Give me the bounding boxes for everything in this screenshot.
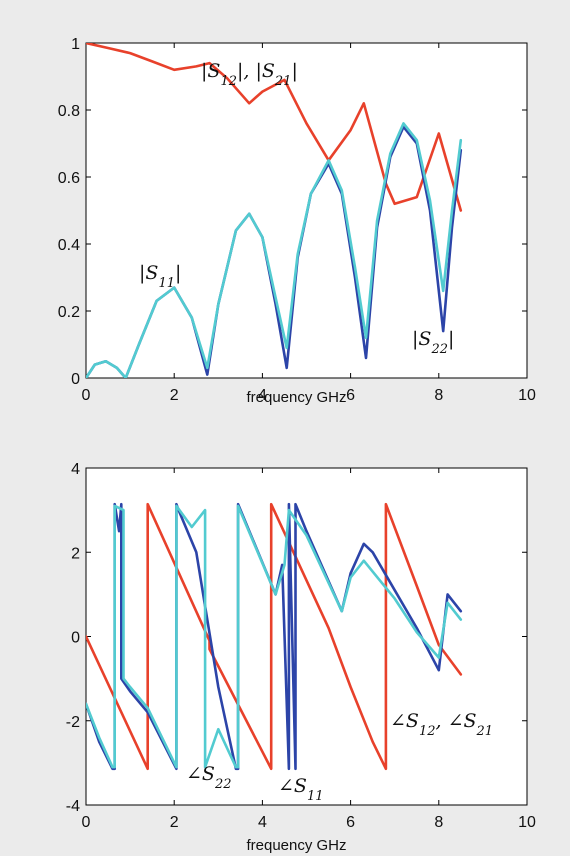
x-tick-label: 10	[518, 814, 536, 831]
x-tick-label: 0	[82, 387, 91, 404]
y-tick-label: 0	[71, 630, 80, 647]
y-tick-label: 0.4	[58, 237, 80, 254]
plot-area	[85, 467, 528, 806]
series-line-red	[86, 502, 463, 771]
series-line-red	[86, 43, 463, 212]
y-tick-label: 0.2	[58, 304, 80, 321]
x-tick-label: 2	[170, 814, 179, 831]
x-tick-label: 2	[170, 387, 179, 404]
y-tick-label: -2	[66, 714, 80, 731]
annotation-2: ∠S22	[186, 763, 232, 792]
series-group	[86, 502, 463, 771]
annotation-3: ∠S11	[278, 775, 324, 804]
x-tick-label: 6	[346, 387, 355, 404]
x-tick-label: 4	[258, 814, 267, 831]
annotation-2: |S11|	[139, 262, 181, 291]
annotation-1: ∠S12, ∠S21	[390, 710, 493, 739]
y-tick-label: 1	[71, 36, 80, 53]
series-line-cyan	[86, 504, 463, 769]
x-tick-label: 6	[346, 814, 355, 831]
annotation-3: |S22|	[412, 328, 454, 357]
y-tick-label: 0.6	[58, 170, 80, 187]
chart-panel-2: 0 2 4 6 8 10 -4 -2 0 2 4 frequency GHz ∠S12, ∠S21 ∠S2…	[66, 461, 536, 854]
x-tick-label: 8	[434, 814, 443, 831]
y-tick-label: 2	[71, 545, 80, 562]
y-tick-label: -4	[66, 798, 80, 815]
x-tick-label: 10	[518, 387, 536, 404]
annotation-1: |S12|, |S21|	[201, 60, 298, 89]
chart-panel-1: 0 2 4 6 8 10 0 0.2 0.4 0.6 0.8 1 frequency GHz |S12|,…	[58, 36, 536, 406]
x-axis-label: frequency GHz	[246, 389, 346, 406]
y-tick-label: 0.8	[58, 103, 80, 120]
x-tick-label: 8	[434, 387, 443, 404]
x-tick-label: 4	[258, 387, 267, 404]
y-tick-label: 0	[71, 371, 80, 388]
series-line-cyan	[86, 122, 463, 378]
y-tick-label: 4	[71, 461, 80, 478]
x-tick-label: 0	[82, 814, 91, 831]
series-group	[86, 43, 463, 378]
x-axis-label: frequency GHz	[246, 837, 346, 854]
